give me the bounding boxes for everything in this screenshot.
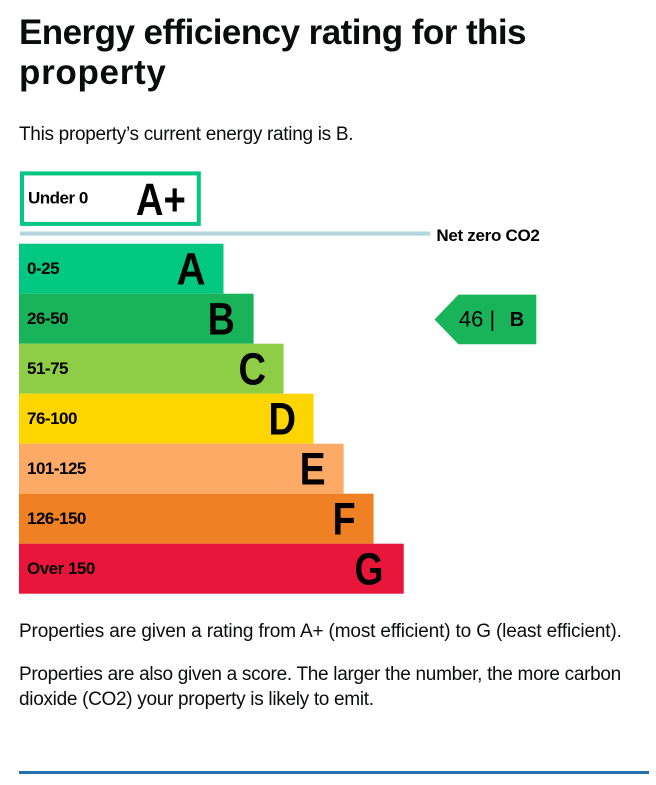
svg-text:51-75: 51-75: [27, 359, 68, 378]
svg-text:101-125: 101-125: [27, 459, 86, 478]
svg-text:E: E: [300, 444, 326, 495]
svg-text:46 |: 46 |: [459, 307, 495, 332]
svg-text:Net zero CO2: Net zero CO2: [436, 226, 539, 245]
svg-text:B: B: [510, 309, 524, 331]
svg-text:A+: A+: [136, 174, 186, 225]
svg-text:Under 0: Under 0: [28, 188, 88, 207]
svg-text:C: C: [239, 344, 267, 395]
svg-text:126-150: 126-150: [27, 509, 86, 528]
svg-text:0-25: 0-25: [27, 259, 59, 278]
svg-text:26-50: 26-50: [27, 309, 68, 328]
svg-text:G: G: [355, 544, 384, 595]
svg-text:D: D: [269, 394, 297, 445]
svg-text:Over 150: Over 150: [27, 559, 95, 578]
svg-text:B: B: [208, 294, 235, 345]
svg-text:76-100: 76-100: [27, 409, 77, 428]
svg-text:F: F: [333, 494, 356, 545]
svg-text:A: A: [177, 244, 206, 295]
